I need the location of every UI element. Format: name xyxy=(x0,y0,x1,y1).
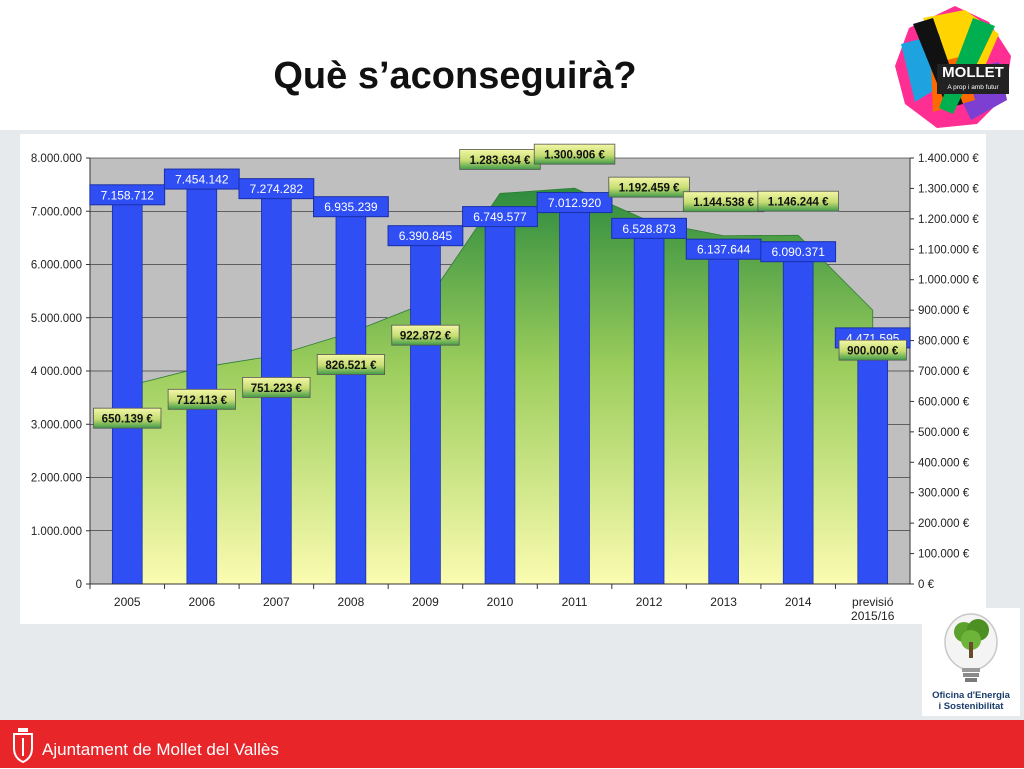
lightbulb-tree-icon xyxy=(944,613,998,682)
area-label-box xyxy=(242,377,311,398)
area-label-box xyxy=(93,407,162,429)
area-label-box xyxy=(757,190,839,212)
right-tick-label: 300.000 € xyxy=(918,488,970,500)
left-tick-label: 4 000.000 xyxy=(31,366,82,378)
right-tick-label: 1.300.000 € xyxy=(918,183,979,195)
right-tick-label: 200.000 € xyxy=(918,518,970,530)
bar xyxy=(782,259,814,585)
area-label-box xyxy=(608,176,690,198)
left-tick-label: 5.000.000 xyxy=(31,313,82,325)
area-value-label: 1.146.244 € xyxy=(768,197,829,209)
right-tick-label: 1.400.000 € xyxy=(918,153,979,165)
left-tick-label: 7.000.000 xyxy=(31,206,82,218)
bar-label-box xyxy=(313,196,389,218)
energy-office-label: Oficina d'Energia i Sostenibilitat xyxy=(924,690,1018,712)
right-tick-label: 100.000 € xyxy=(918,549,970,561)
bar-label-box xyxy=(760,241,837,263)
slide-title: Què s’aconseguirà? xyxy=(273,55,637,97)
x-tick-label: 2007 xyxy=(263,595,290,609)
x-tick-label: 2010 xyxy=(487,595,514,609)
bar-label-box xyxy=(238,178,315,200)
right-tick-label: 1.000.000 € xyxy=(918,275,979,287)
area-value-label: 751.223 € xyxy=(251,383,303,395)
area-label-box xyxy=(391,324,460,346)
budget-chart: 0 1.000.000 2.000.000 3.000.000 4 000.000 5.0… xyxy=(31,143,980,623)
bar-value-label: 6.528.873 xyxy=(622,222,676,236)
footer-bar xyxy=(0,720,1024,768)
bar-value-label: 6.390.845 xyxy=(399,229,453,243)
chart-panel: 0 1.000.000 2.000.000 3.000.000 4 000.000 5.0… xyxy=(20,134,986,624)
x-tick-label: 2014 xyxy=(785,595,812,609)
right-tick-label: 1.100.000 € xyxy=(918,244,979,256)
energy-office-logo xyxy=(922,608,1020,716)
crest-icon xyxy=(10,724,36,764)
bar-value-label: 6.749.577 xyxy=(473,210,527,224)
right-tick-label: 600.000 € xyxy=(918,396,970,408)
bar-value-label: 6.090.371 xyxy=(771,245,825,259)
office-line-1: Oficina d'Energia xyxy=(932,690,1010,701)
right-tick-label: 800.000 € xyxy=(918,336,970,348)
left-tick-label: 2.000.000 xyxy=(31,473,82,485)
right-tick-label: 400.000 € xyxy=(918,457,970,469)
area-label-box xyxy=(316,354,386,375)
area-label-box xyxy=(533,143,616,165)
x-tick-label: 2009 xyxy=(412,595,439,609)
left-tick-label: 6.000.000 xyxy=(31,260,82,272)
area-value-label: 1.144.538 € xyxy=(693,197,754,209)
footer-text: Ajuntament de Mollet del Vallès xyxy=(42,740,279,759)
x-tick-label: 2011 xyxy=(562,595,588,609)
bar xyxy=(335,214,367,585)
x-tick-label: 2008 xyxy=(338,595,365,609)
left-tick-label: 3.000.000 xyxy=(31,419,82,431)
bar-label-box xyxy=(89,184,166,206)
bar-label-box xyxy=(611,217,687,239)
area-label-box xyxy=(838,339,907,361)
area-value-label: 650.139 € xyxy=(102,414,154,426)
right-tick-label: 1.200.000 € xyxy=(918,214,979,226)
area-label-box xyxy=(167,388,236,410)
bar xyxy=(186,186,218,585)
area-value-label: 1.283.634 € xyxy=(470,155,531,167)
bar xyxy=(633,235,665,585)
right-tick-label: 700.000 € xyxy=(918,366,970,378)
bar-value-label: 6.935.239 xyxy=(324,200,378,214)
x-tick-label: 2013 xyxy=(710,595,737,609)
bar xyxy=(410,243,441,585)
axes: 0 1.000.000 2.000.000 3.000.000 4 000.000 5.0… xyxy=(31,153,980,623)
x-tick-label: 2006 xyxy=(188,595,215,609)
area-value-label: 900.000 € xyxy=(847,346,899,358)
right-tick-label: 500.000 € xyxy=(918,427,970,439)
logo-text: MOLLET xyxy=(937,64,1009,94)
bar-label-box xyxy=(387,225,464,247)
x-tick-label: 2005 xyxy=(114,595,141,609)
area-value-labels: 650.139 € 712.113 € 751.223 € 826.521 € 922.… xyxy=(93,143,907,429)
bar-series xyxy=(111,186,889,585)
bar-value-label: 7.158.712 xyxy=(101,188,155,202)
area-value-label: 922.872 € xyxy=(400,331,452,343)
bar xyxy=(484,224,516,585)
bar-label-box xyxy=(462,206,538,228)
area-value-label: 826.521 € xyxy=(325,360,377,372)
area-value-label: 1.192.459 € xyxy=(619,183,680,195)
bar-value-label: 7.454.142 xyxy=(175,173,229,187)
bar-value-label: 7.274.282 xyxy=(250,182,304,196)
office-line-2: i Sostenibilitat xyxy=(938,701,1004,712)
bar xyxy=(708,256,739,585)
left-tick-label: 0 xyxy=(76,579,82,591)
left-tick-label: 1.000.000 xyxy=(31,526,82,538)
bar xyxy=(111,202,143,585)
bar xyxy=(559,210,590,585)
bar-label-box xyxy=(536,192,613,214)
logo-subtext: A prop i amb futur xyxy=(947,84,999,91)
left-tick-label: 8.000.000 xyxy=(31,153,82,165)
bar-value-label: 6.137.644 xyxy=(697,243,751,257)
x-tick-label: previsió 2015/16 xyxy=(851,595,895,623)
area-value-label: 712.113 € xyxy=(177,395,228,407)
right-tick-label: 900.000 € xyxy=(918,305,970,317)
x-tick-label: 2012 xyxy=(636,595,663,609)
bar-value-label: 7.012.920 xyxy=(548,196,602,210)
right-tick-label: 0 € xyxy=(918,579,935,591)
area-value-label: 1.300.906 € xyxy=(544,150,605,162)
bar xyxy=(857,345,889,585)
